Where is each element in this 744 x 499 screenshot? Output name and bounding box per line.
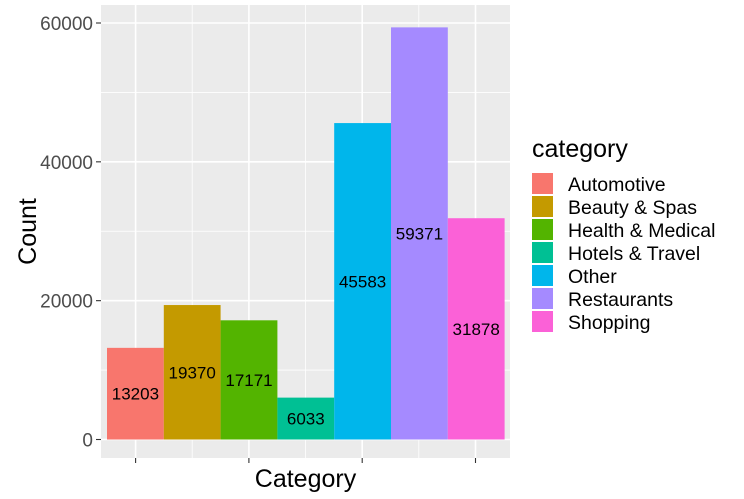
y-tick-label: 40000 bbox=[40, 153, 93, 174]
legend-title: category bbox=[532, 135, 628, 163]
bar bbox=[107, 347, 164, 440]
y-axis-title: Count bbox=[14, 198, 42, 265]
bar-value-label: 31878 bbox=[453, 320, 500, 339]
legend-label: Automotive bbox=[568, 174, 666, 196]
bar-value-label: 59371 bbox=[396, 224, 443, 243]
y-tick-label: 0 bbox=[82, 431, 93, 452]
legend-swatch bbox=[532, 173, 553, 194]
bar bbox=[163, 305, 221, 440]
bar bbox=[334, 123, 391, 440]
bar-value-labels: 13203 19370 17171 6033 45583 59371 31878 bbox=[112, 224, 500, 428]
legend-label: Hotels & Travel bbox=[568, 243, 700, 265]
bar-value-label: 45583 bbox=[339, 272, 386, 291]
y-tick-label: 60000 bbox=[40, 14, 93, 35]
legend-swatch bbox=[532, 219, 553, 240]
legend-swatch bbox=[532, 311, 553, 332]
bar-value-label: 6033 bbox=[287, 410, 325, 429]
bar-value-label: 17171 bbox=[225, 371, 272, 390]
bar-value-label: 13203 bbox=[112, 385, 159, 404]
bar-value-label: 19370 bbox=[169, 363, 216, 382]
y-axis: 0 20000 40000 60000 bbox=[40, 14, 101, 452]
legend-swatch bbox=[532, 265, 553, 286]
y-tick-label: 20000 bbox=[40, 292, 93, 313]
bar bbox=[447, 218, 505, 440]
legend-label: Shopping bbox=[568, 312, 650, 334]
bar bbox=[391, 27, 448, 440]
bar bbox=[220, 320, 278, 440]
legend-swatch bbox=[532, 288, 553, 309]
legend-label: Beauty & Spas bbox=[568, 197, 697, 219]
legend-label: Health & Medical bbox=[568, 220, 715, 242]
x-axis bbox=[135, 458, 477, 463]
legend-label: Restaurants bbox=[568, 289, 673, 311]
bars bbox=[107, 27, 505, 440]
x-axis-title: Category bbox=[255, 465, 357, 493]
legend-label: Other bbox=[568, 266, 617, 288]
bar bbox=[277, 397, 335, 440]
legend-swatch bbox=[532, 196, 553, 217]
legend-swatch bbox=[532, 242, 553, 263]
